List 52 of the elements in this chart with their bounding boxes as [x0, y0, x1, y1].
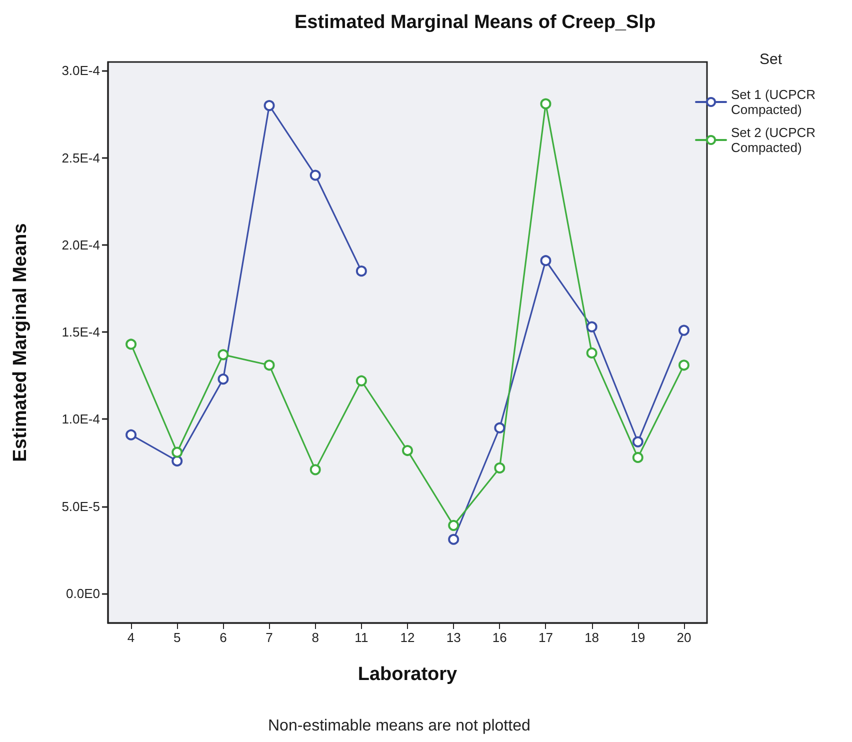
- point: [540, 255, 552, 266]
- x-tick-label: 17: [538, 630, 553, 645]
- point: [632, 452, 644, 463]
- point: [126, 429, 137, 440]
- point: [310, 464, 321, 476]
- point: [356, 375, 367, 386]
- point: [402, 445, 413, 456]
- point: [264, 360, 275, 371]
- x-tick-label: 12: [400, 630, 415, 645]
- x-tick-label: 5: [174, 630, 181, 645]
- point: [126, 338, 137, 350]
- x-tick-label: 7: [266, 630, 273, 645]
- y-tick-label: 2.5E-4: [62, 150, 100, 166]
- x-tick-label: 6: [220, 630, 227, 645]
- x-axis-title: Laboratory: [358, 664, 458, 685]
- point: [678, 324, 690, 336]
- x-tick-label: 13: [446, 630, 461, 645]
- point: [540, 98, 552, 110]
- y-tick-label: 2.0E-4: [62, 237, 100, 252]
- x-tick-label: 4: [127, 630, 135, 645]
- point: [586, 347, 598, 358]
- point: [264, 100, 275, 112]
- x-tick-label: 18: [584, 630, 600, 645]
- chart-title: Estimated Marginal Means of Creep_Slp: [294, 12, 656, 33]
- point: [356, 266, 367, 277]
- y-tick-label: 5.0E-5: [62, 498, 100, 514]
- legend-title: Set: [759, 51, 783, 68]
- point: [494, 462, 506, 474]
- x-tick-label: 20: [676, 630, 692, 645]
- y-axis-title: Estimated Marginal Means: [10, 223, 31, 462]
- x-tick-label: 11: [354, 630, 368, 645]
- x-tick-label: 8: [312, 630, 319, 645]
- y-tick-label: 1.5E-4: [62, 324, 100, 340]
- x-tick-label: 19: [630, 630, 646, 645]
- y-tick-label: 0.0E0: [66, 586, 100, 601]
- legend-label: Set 2 (UCPCR Compacted): [731, 125, 820, 155]
- point: [218, 349, 229, 360]
- point: [448, 534, 460, 545]
- point: [310, 170, 321, 181]
- point: [172, 446, 183, 458]
- point: [678, 360, 690, 371]
- y-tick-label: 1.0E-4: [62, 412, 100, 427]
- legend-label: Set 1 (UCPCR Compacted): [731, 87, 820, 117]
- point: [586, 321, 598, 332]
- point: [172, 455, 183, 466]
- point: [448, 520, 460, 531]
- point: [218, 374, 229, 385]
- point: [632, 436, 644, 448]
- x-tick-label: 16: [492, 630, 507, 645]
- text: Non-estimable means are not plotted: [268, 718, 530, 734]
- point: [494, 422, 506, 434]
- y-tick-label: 3.0E-4: [62, 63, 100, 78]
